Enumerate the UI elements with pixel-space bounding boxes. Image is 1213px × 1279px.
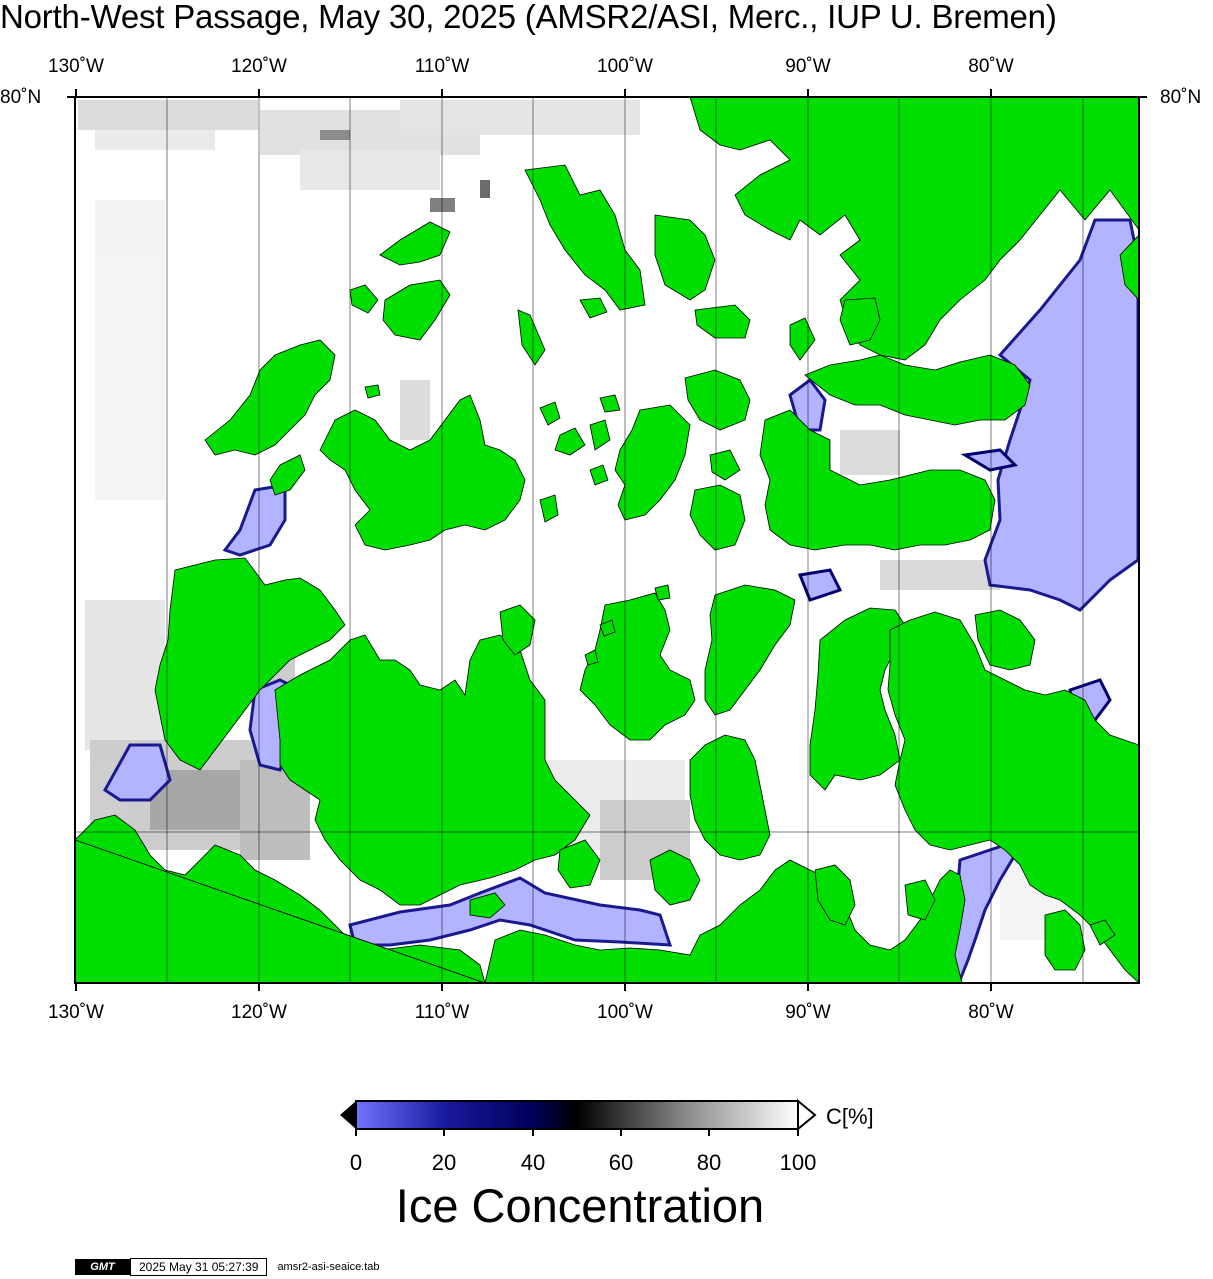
filename: amsr2-asi-seaice.tab: [277, 1261, 380, 1273]
land: [75, 97, 1139, 983]
colorbar-tick-label: 80: [696, 1150, 722, 1175]
lon-label-bottom: 80˚W: [968, 1002, 1014, 1023]
colorbar-tick-label: 100: [779, 1150, 817, 1175]
ice-concentration-grey: [78, 100, 1130, 940]
colorbar-gradient: [355, 1100, 799, 1130]
colorbar-title: Ice Concentration: [395, 1179, 765, 1232]
lon-label-bottom: 100˚W: [597, 1002, 653, 1023]
map-frame: [74, 96, 1140, 984]
lon-label-bottom: 130˚W: [48, 1002, 104, 1023]
lon-label-top: 130˚W: [48, 56, 104, 77]
lon-label-top: 110˚W: [414, 56, 470, 77]
colorbar-tick-label: 20: [431, 1150, 457, 1175]
lon-label-top: 80˚W: [968, 56, 1014, 77]
lon-label-bottom: 90˚W: [785, 1002, 831, 1023]
map-title: North-West Passage, May 30, 2025 (AMSR2/…: [0, 0, 1057, 35]
footer: GMT 2025 May 31 05:27:39 amsr2-asi-seaic…: [75, 1258, 380, 1276]
colorbar-tick-label: 40: [520, 1150, 546, 1175]
lat-label-left: 80˚N: [0, 87, 42, 108]
map-layers: [75, 97, 1139, 983]
ice-concentration-low: [103, 218, 1139, 983]
gmt-logo: GMT: [75, 1259, 130, 1275]
lon-label-top: 90˚W: [785, 56, 831, 77]
colorbar-unit: C[%]: [826, 1104, 874, 1129]
colorbar-high-triangle: [797, 1098, 817, 1132]
lat-label-right: 80˚N: [1160, 87, 1202, 108]
graticule: [75, 97, 1139, 983]
colorbar-tick-label: 60: [608, 1150, 634, 1175]
lon-label-bottom: 110˚W: [414, 1002, 470, 1023]
lon-label-bottom: 120˚W: [231, 1002, 287, 1023]
lon-label-top: 120˚W: [231, 56, 287, 77]
timestamp: 2025 May 31 05:27:39: [130, 1258, 268, 1276]
colorbar: [340, 1098, 817, 1136]
frame-ticks: [67, 89, 1147, 991]
colorbar-tick-label: 0: [349, 1150, 363, 1175]
lon-label-top: 100˚W: [597, 56, 653, 77]
colorbar-low-triangle: [340, 1101, 356, 1129]
